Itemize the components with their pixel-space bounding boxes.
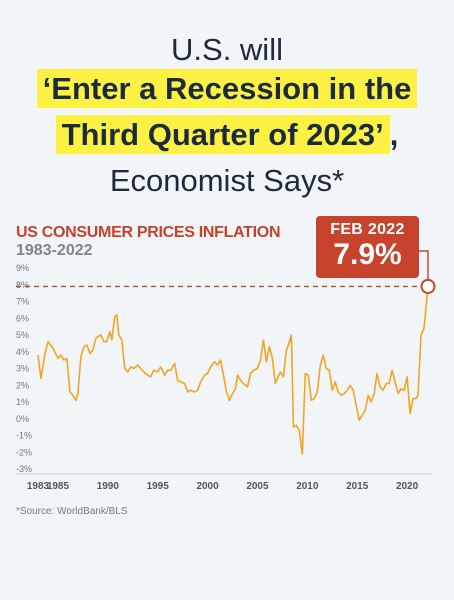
source-note: *Source: WorldBank/BLS	[16, 506, 128, 517]
chart-title: US CONSUMER PRICES INFLATION	[16, 224, 281, 241]
x-tick-label: 2015	[346, 481, 369, 492]
y-tick-label: 3%	[16, 364, 29, 374]
headline-highlight-2: Third Quarter of 2023’	[55, 115, 390, 154]
peak-point-marker	[420, 278, 436, 294]
peak-callout: FEB 2022 7.9%	[316, 216, 419, 278]
y-tick-label: 1%	[16, 397, 29, 407]
x-tick-label: 2005	[246, 481, 269, 492]
callout-connector	[419, 250, 429, 280]
y-tick-label: 0%	[16, 414, 29, 424]
y-tick-label: -3%	[16, 464, 32, 474]
callout-value: 7.9%	[333, 238, 402, 271]
y-tick-label: 6%	[16, 313, 29, 323]
headline-highlight-1: ‘Enter a Recession in the	[36, 69, 418, 108]
headline-comma: ,	[389, 117, 399, 152]
y-tick-label: 9%	[16, 263, 29, 273]
y-tick-label: 5%	[16, 330, 29, 340]
headline-line-1: U.S. will	[171, 32, 283, 67]
y-tick-label: -1%	[16, 431, 32, 441]
x-tick-label: 1983	[27, 481, 50, 492]
chart-subtitle: 1983-2022	[16, 242, 93, 259]
y-tick-label: 8%	[16, 280, 29, 290]
headline: U.S. will ‘Enter a Recession in the Thir…	[0, 30, 454, 200]
x-tick-label: 1995	[147, 481, 170, 492]
headline-line-4: Economist Says*	[109, 163, 345, 198]
y-tick-label: 4%	[16, 347, 29, 357]
x-tick-label: 1985	[47, 481, 70, 492]
inflation-series-line	[37, 286, 429, 455]
y-tick-label: -2%	[16, 447, 32, 457]
x-tick-label: 2000	[196, 481, 219, 492]
x-tick-label: 2020	[396, 481, 419, 492]
callout-date: FEB 2022	[330, 221, 405, 238]
y-tick-label: 2%	[16, 380, 29, 390]
x-tick-label: 1990	[97, 481, 120, 492]
y-tick-label: 7%	[16, 297, 29, 307]
x-tick-label: 2010	[296, 481, 319, 492]
